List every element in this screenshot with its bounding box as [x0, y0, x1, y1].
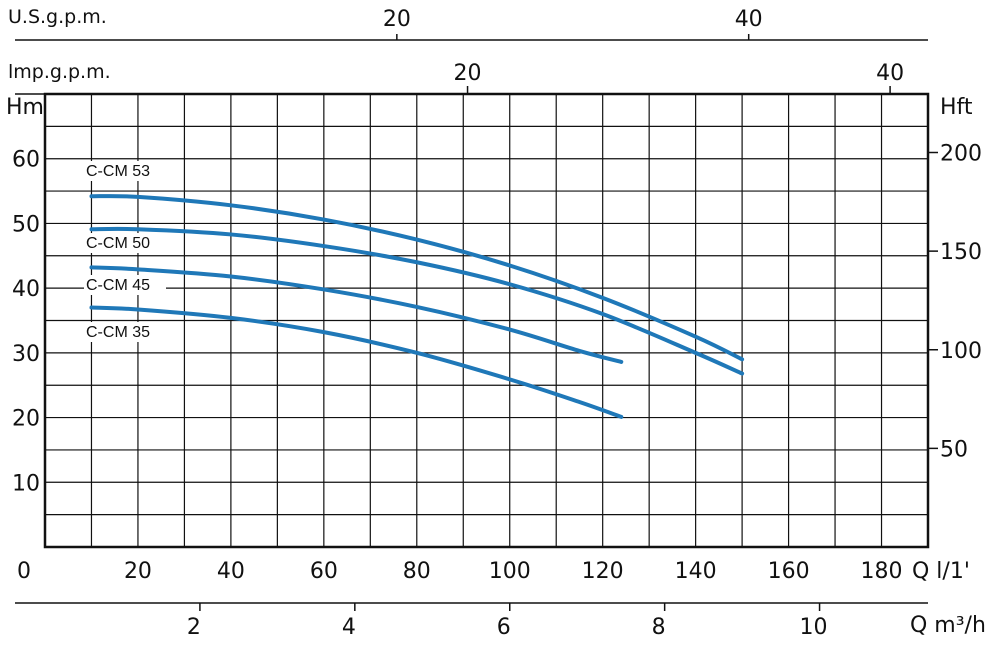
chart-grid — [45, 94, 928, 547]
right-axis-label: Hft — [940, 95, 973, 120]
m3h-tick-label: 2 — [187, 615, 201, 640]
right-tick-label: 150 — [940, 240, 982, 265]
usgpm-tick-label: 40 — [735, 7, 763, 32]
m3h-tick-label: 8 — [652, 615, 666, 640]
m3h-axis-label: Q m³/h — [910, 613, 986, 638]
bottom-tick-label: 0 — [17, 559, 31, 584]
left-axis-label: Hm — [6, 95, 44, 120]
impgpm-tick-label: 20 — [454, 61, 482, 86]
m3h-tick-label: 4 — [342, 615, 356, 640]
left-tick-label: 10 — [12, 471, 40, 496]
usgpm-axis-label: U.S.g.p.m. — [8, 6, 107, 28]
curve-c-cm-45 — [89, 265, 624, 364]
bottom-tick-label: 20 — [124, 559, 152, 584]
curve-c-cm-53 — [89, 194, 745, 362]
curve-c-cm-35 — [89, 305, 624, 419]
impgpm-axis-label: lmp.g.p.m. — [8, 61, 111, 83]
left-tick-label: 60 — [12, 148, 40, 173]
left-tick-group: 10 20 30 40 50 60 — [12, 148, 40, 497]
curve-group: C-CM 53 C-CM 50 C-CM 45 C-CM 35 — [84, 161, 745, 419]
curve-label-c-cm-35: C-CM 35 — [86, 324, 150, 341]
usgpm-tick-group: 20 40 — [383, 7, 763, 40]
bottom-tick-label: 100 — [489, 559, 531, 584]
curve-label-c-cm-53: C-CM 53 — [86, 163, 150, 180]
usgpm-tick-label: 20 — [383, 7, 411, 32]
right-tick-group: 50 100 150 200 — [928, 142, 982, 462]
m3h-tick-label: 6 — [497, 615, 511, 640]
right-tick-label: 50 — [940, 437, 968, 462]
curve-c-cm-50 — [89, 226, 745, 376]
curve-label-backdrop — [84, 233, 166, 253]
left-tick-label: 30 — [12, 342, 40, 367]
curve-label-c-cm-50: C-CM 50 — [86, 235, 150, 252]
curve-label-backdrop — [84, 275, 166, 295]
left-tick-label: 50 — [12, 212, 40, 237]
bottom-tick-label: 40 — [217, 559, 245, 584]
left-tick-label: 40 — [12, 277, 40, 302]
m3h-tick-label: 10 — [800, 615, 828, 640]
bottom-tick-group: 0 20 40 60 80 100 120 140 160 180 — [17, 559, 903, 584]
bottom-axis-label: Q l/1' — [912, 559, 970, 584]
left-tick-label: 20 — [12, 407, 40, 432]
bottom-tick-label: 60 — [310, 559, 338, 584]
bottom-tick-label: 180 — [861, 559, 903, 584]
curve-label-backdrop — [84, 322, 166, 342]
impgpm-tick-label: 40 — [876, 61, 904, 86]
right-tick-label: 200 — [940, 142, 982, 167]
bottom-tick-label: 140 — [675, 559, 717, 584]
bottom-tick-label: 80 — [403, 559, 431, 584]
curve-label-c-cm-45: C-CM 45 — [86, 277, 150, 294]
impgpm-tick-group: 20 40 — [454, 61, 904, 94]
bottom-tick-label: 160 — [768, 559, 810, 584]
curve-label-backdrop — [84, 161, 166, 181]
right-tick-label: 100 — [940, 339, 982, 364]
bottom-tick-label: 120 — [582, 559, 624, 584]
m3h-tick-group: 2 4 6 8 10 — [187, 603, 828, 640]
